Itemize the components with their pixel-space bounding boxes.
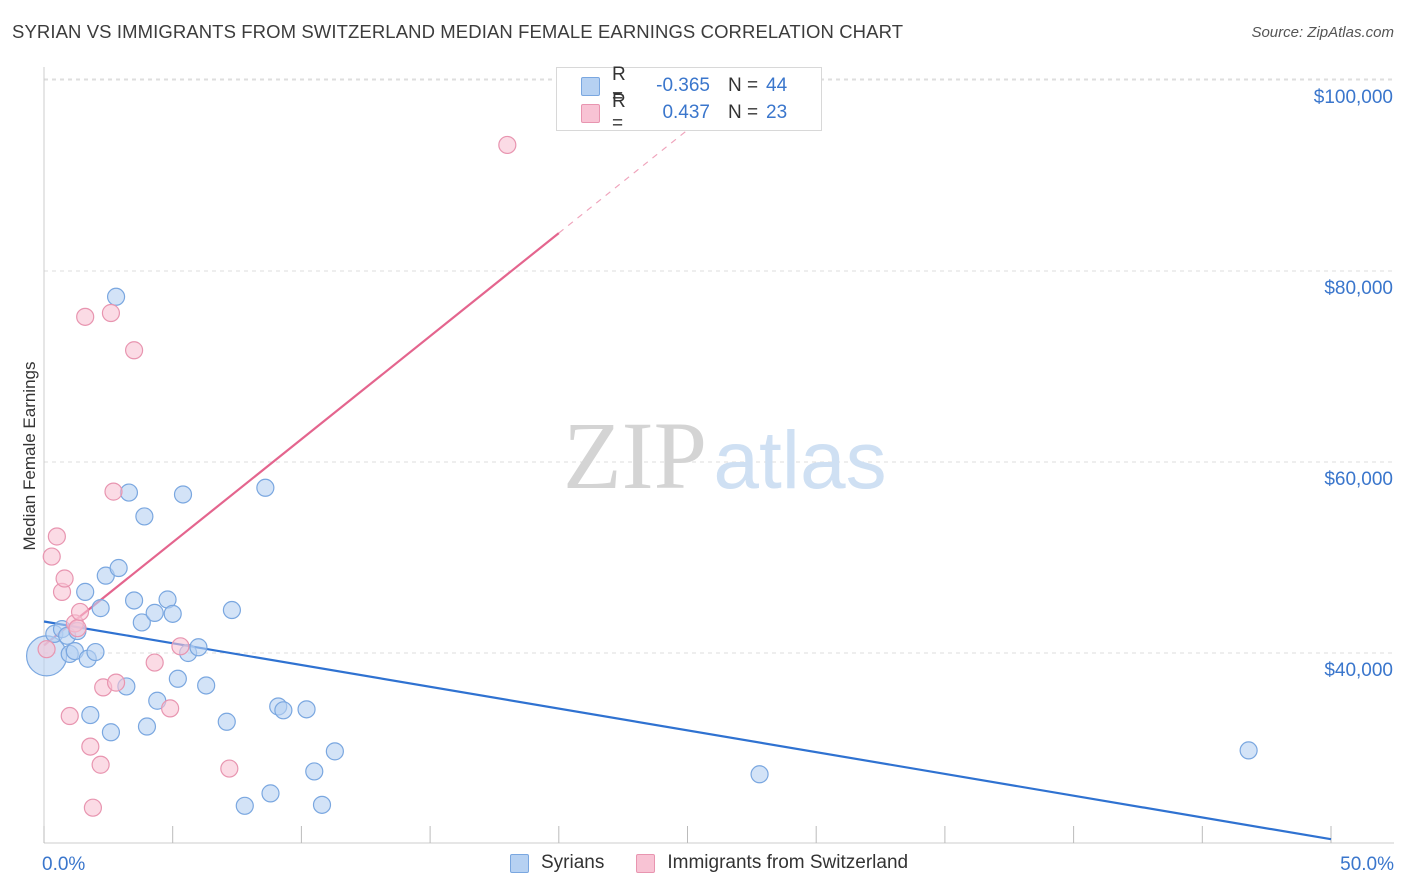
legend-swatch-swiss — [636, 853, 656, 873]
point-syrians — [173, 485, 193, 504]
legend-item-swiss[interactable]: Immigrants from Switzerland — [636, 852, 908, 874]
legend-swatch-swiss — [581, 103, 600, 123]
point-swiss — [171, 637, 190, 656]
legend-row-syrians: R = -0.365 N = 44 — [581, 64, 788, 107]
point-syrians — [137, 717, 157, 736]
point-syrians — [274, 701, 293, 720]
y-tick-label: $80,000 — [1324, 278, 1393, 299]
legend-label-swiss: Immigrants from Switzerland — [667, 852, 909, 873]
point-swiss — [145, 653, 164, 672]
point-syrians — [109, 558, 128, 578]
point-swiss — [68, 619, 87, 638]
point-swiss — [101, 303, 121, 323]
x-tick-label: 50.0% — [1340, 854, 1394, 875]
source-note: Source: ZipAtlas.com — [1251, 24, 1394, 41]
point-syrians — [91, 599, 110, 618]
point-swiss — [91, 755, 110, 774]
point-swiss — [498, 135, 517, 155]
legend-n-label: N = — [728, 75, 759, 96]
point-syrians — [261, 784, 280, 803]
legend-swatch-syrians — [510, 853, 529, 873]
legend-r-value: -0.365 — [656, 75, 710, 96]
legend-r-value: 0.437 — [662, 102, 710, 123]
trend-lines — [43, 98, 1332, 841]
legend-item-syrians[interactable]: Syrians — [510, 852, 604, 874]
point-syrians — [235, 796, 254, 815]
legend-n-value: 44 — [766, 75, 788, 96]
point-swiss — [70, 602, 90, 622]
point-syrians — [312, 795, 332, 814]
point-swiss — [47, 527, 66, 546]
point-syrians — [135, 507, 154, 526]
point-syrians — [163, 604, 182, 623]
data-points — [25, 135, 1258, 817]
legend-row-swiss: R = 0.437 N = 23 — [581, 91, 788, 134]
legend-n-label: N = — [728, 102, 759, 123]
y-tick-label: $40,000 — [1324, 660, 1393, 681]
point-syrians — [750, 765, 769, 784]
point-swiss — [76, 307, 95, 326]
point-syrians — [119, 483, 139, 502]
point-swiss — [37, 640, 56, 659]
point-swiss — [124, 341, 144, 360]
point-swiss — [104, 482, 123, 501]
point-swiss — [220, 759, 239, 778]
point-syrians — [197, 676, 216, 695]
point-swiss — [83, 798, 103, 817]
point-syrians — [106, 287, 126, 306]
point-syrians — [256, 478, 275, 497]
stats-legend: R = -0.365 N = 44 R = 0.437 N = 23 — [556, 64, 822, 134]
axes — [43, 67, 1394, 844]
tick-labels: $40,000 $60,000 $80,000 $100,000 0.0% 50.0% — [42, 87, 1394, 875]
point-syrians — [81, 705, 100, 725]
legend-n-value: 23 — [766, 102, 788, 123]
trend-line-swiss — [43, 232, 560, 647]
watermark-zip: ZIP — [563, 402, 707, 509]
point-syrians — [325, 742, 344, 761]
point-syrians — [222, 600, 242, 620]
point-swiss — [106, 673, 126, 692]
point-syrians — [145, 603, 164, 622]
point-swiss — [81, 737, 100, 756]
y-tick-label: $60,000 — [1324, 469, 1393, 490]
point-syrians — [297, 700, 316, 719]
y-tick-label: $100,000 — [1314, 87, 1393, 108]
point-syrians — [86, 642, 105, 662]
point-syrians — [189, 638, 208, 657]
point-syrians — [305, 762, 324, 781]
point-swiss — [161, 699, 180, 718]
chart-title: SYRIAN VS IMMIGRANTS FROM SWITZERLAND ME… — [12, 21, 904, 42]
point-syrians — [1239, 741, 1258, 760]
point-syrians — [101, 723, 121, 742]
y-axis-label: Median Female Earnings — [20, 361, 39, 551]
watermark-atlas: atlas — [713, 415, 886, 506]
gridlines — [44, 78, 1394, 654]
point-syrians — [132, 613, 151, 632]
trend-line-syrians — [43, 620, 1332, 841]
point-syrians — [124, 591, 144, 610]
point-swiss — [55, 569, 74, 588]
legend-swatch-syrians — [581, 76, 600, 96]
legend-label-syrians: Syrians — [541, 852, 605, 873]
point-swiss — [60, 706, 79, 726]
watermark: ZIP atlas — [563, 402, 887, 509]
legend-r-label: R = — [612, 91, 626, 134]
point-syrians — [76, 582, 95, 601]
point-swiss — [42, 547, 61, 566]
point-syrians — [168, 669, 187, 688]
legend-r-label: R = — [612, 64, 626, 107]
series-legend: Syrians Immigrants from Switzerland — [510, 852, 940, 874]
point-syrians — [217, 712, 236, 731]
x-tick-label: 0.0% — [42, 854, 85, 875]
